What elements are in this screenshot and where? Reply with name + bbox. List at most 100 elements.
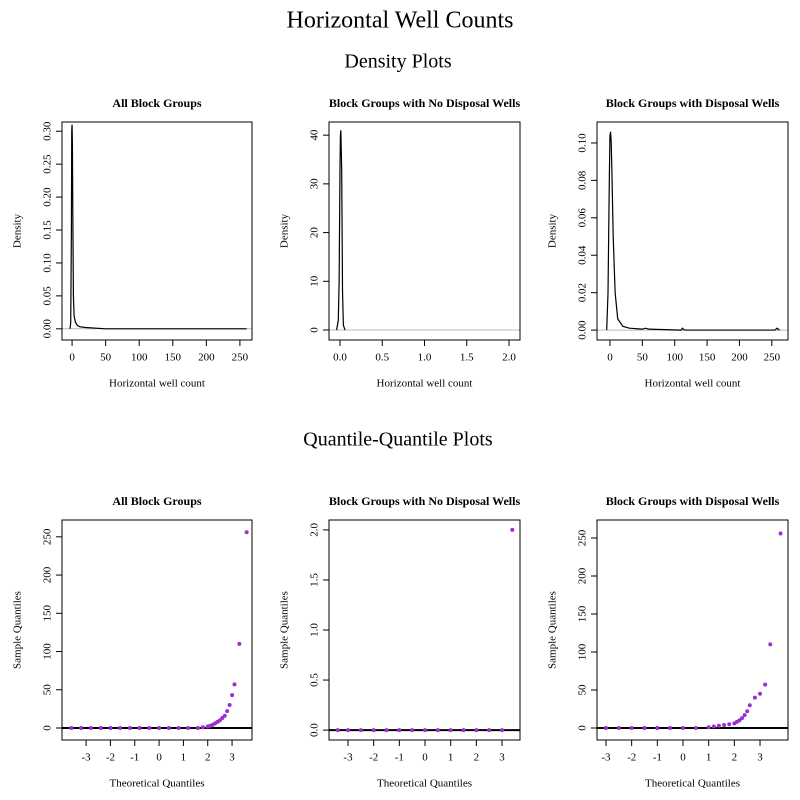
x-tick-label: 250 (232, 352, 249, 364)
qq-point (118, 725, 123, 730)
y-tick-label: 0.00 (42, 319, 54, 339)
y-axis-label: Sample Quantiles (12, 591, 24, 669)
qq-point (230, 693, 235, 698)
qq-point (345, 728, 350, 733)
qq-point (371, 728, 376, 733)
qq-point (768, 642, 773, 647)
qq-point (244, 530, 249, 535)
qq-point (227, 703, 232, 708)
qq-point (157, 725, 162, 730)
y-tick-label: 0.5 (309, 673, 321, 687)
qq-point (384, 728, 389, 733)
qq-point (740, 716, 745, 721)
qq-point (195, 725, 200, 730)
plot-frame (596, 121, 789, 341)
y-tick-label: 2.0 (309, 523, 321, 537)
x-tick-label: 3 (757, 752, 763, 764)
y-tick-label: 0.05 (42, 286, 54, 306)
x-tick-label: -2 (627, 752, 636, 764)
qq-point (716, 723, 721, 728)
x-tick-label: -3 (601, 752, 611, 764)
y-tick-label: 100 (42, 643, 54, 660)
qq-point (225, 709, 230, 714)
y-axis-label: Sample Quantiles (279, 591, 291, 669)
qq-point (500, 728, 505, 733)
qq-point (727, 722, 732, 727)
qq-point (232, 682, 237, 687)
x-tick-label: 1 (448, 752, 454, 764)
qq-point (200, 725, 205, 730)
qq-point (166, 725, 171, 730)
x-tick-label: -1 (130, 752, 139, 764)
x-tick-label: 50 (637, 352, 649, 364)
x-axis-label: Horizontal well count (377, 378, 473, 390)
qq-point (176, 725, 181, 730)
y-tick-label: 10 (309, 275, 321, 287)
y-tick-label: 200 (577, 567, 589, 584)
qq-point (147, 725, 152, 730)
x-axis-label: Theoretical Quantiles (110, 778, 205, 790)
x-tick-label: 2 (732, 752, 738, 764)
qq-point (358, 728, 363, 733)
density-line (69, 124, 247, 330)
x-tick-label: -1 (395, 752, 404, 764)
plot-title: Block Groups with No Disposal Wells (329, 494, 521, 508)
y-tick-label: 0.20 (42, 187, 54, 207)
y-tick-label: 0.04 (577, 245, 589, 265)
qq-point (603, 725, 608, 730)
x-tick-label: 150 (165, 352, 182, 364)
qq-point (758, 691, 763, 696)
x-tick-label: 0 (69, 352, 75, 364)
y-tick-label: 0.25 (42, 154, 54, 174)
qq-point (88, 725, 93, 730)
x-tick-label: 1.0 (418, 352, 432, 364)
x-tick-label: 3 (229, 752, 235, 764)
qq-point (737, 718, 742, 723)
plot-frame (61, 519, 253, 741)
x-tick-label: 200 (731, 352, 748, 364)
x-tick-label: 2 (205, 752, 211, 764)
qq-point (752, 695, 757, 700)
x-tick-label: 2.0 (502, 352, 516, 364)
y-tick-label: 0 (42, 725, 54, 731)
plot-frame (328, 121, 521, 341)
qq-point (69, 725, 74, 730)
qq-point (461, 728, 466, 733)
y-tick-label: 200 (42, 566, 54, 583)
x-tick-label: 200 (198, 352, 215, 364)
qq-point (693, 725, 698, 730)
plot-frame (596, 519, 789, 741)
y-tick-label: 50 (42, 684, 54, 696)
qq-point (655, 725, 660, 730)
y-tick-label: 40 (309, 129, 321, 141)
qq-point (711, 724, 716, 729)
x-tick-label: 1 (706, 752, 712, 764)
x-tick-label: -2 (106, 752, 115, 764)
y-tick-label: 150 (577, 605, 589, 622)
x-axis-label: Theoretical Quantiles (645, 778, 740, 790)
y-tick-label: 0.0 (309, 723, 321, 737)
y-tick-label: 0.00 (577, 320, 589, 340)
section-title: Density Plots (344, 51, 451, 73)
x-tick-label: 0.5 (375, 352, 389, 364)
x-tick-label: -1 (653, 752, 662, 764)
qq-point (410, 728, 415, 733)
qq-point (616, 725, 621, 730)
y-tick-label: 150 (42, 605, 54, 622)
qq-point (681, 725, 686, 730)
qq-point (423, 728, 428, 733)
density-line (336, 130, 346, 331)
x-tick-label: 0 (156, 752, 162, 764)
qq-point (98, 725, 103, 730)
y-tick-label: 0.10 (577, 133, 589, 153)
qq-point (397, 728, 402, 733)
qq-point (742, 713, 747, 718)
plot-title: Block Groups with Disposal Wells (606, 494, 780, 508)
y-tick-label: 0.30 (42, 121, 54, 141)
y-tick-label: 250 (577, 529, 589, 546)
qq-point (137, 725, 142, 730)
x-tick-label: 150 (699, 352, 716, 364)
qq-point (335, 728, 340, 733)
x-tick-label: 250 (764, 352, 781, 364)
